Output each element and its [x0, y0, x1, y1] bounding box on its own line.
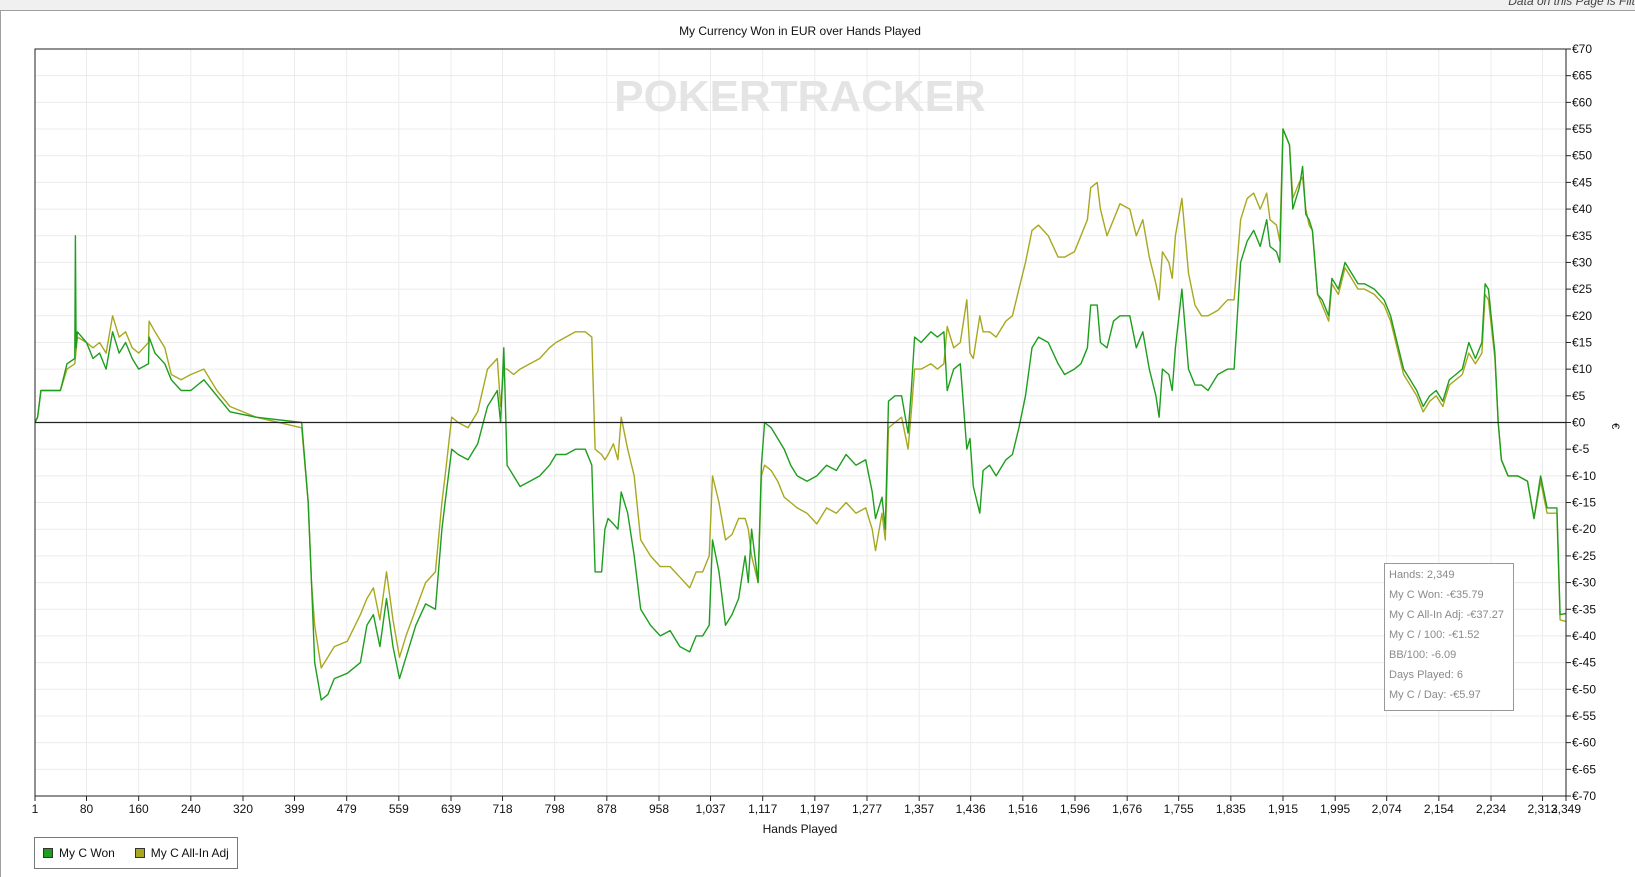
y-tick-label: €-45 [1572, 656, 1596, 670]
series-line-0 [34, 128, 1567, 701]
x-tick-label: 2,349 [1551, 802, 1581, 816]
x-tick-label: 878 [597, 802, 617, 816]
stat-bb-100: BB/100: -6.09 [1389, 649, 1457, 661]
x-tick-label: 240 [181, 802, 201, 816]
x-tick-label: 1 [32, 802, 39, 816]
y-tick-label: €-35 [1572, 602, 1596, 616]
y-tick-label: €-55 [1572, 709, 1596, 723]
y-tick-label: €-60 [1572, 736, 1596, 750]
x-tick-label: 1,755 [1164, 802, 1194, 816]
y-tick-label: €50 [1572, 149, 1592, 163]
chart-legend: My C Won My C All-In Adj [34, 837, 238, 869]
pokertracker-watermark: POKERTRACKER [614, 72, 986, 121]
x-axis-title: Hands Played [763, 822, 838, 836]
y-tick-label: €-65 [1572, 762, 1596, 776]
y-tick-label: €30 [1572, 255, 1592, 269]
y-tick-label: €-5 [1572, 442, 1590, 456]
chart-title: My Currency Won in EUR over Hands Played [679, 24, 921, 38]
stat-won: My C Won: -€35.79 [1389, 589, 1484, 601]
x-tick-label: 2,154 [1424, 802, 1454, 816]
x-tick-label: 958 [649, 802, 669, 816]
x-tick-label: 320 [233, 802, 253, 816]
x-tick-label: 2,313 [1528, 802, 1558, 816]
y-tick-label: €15 [1572, 335, 1592, 349]
x-tick-label: 1,436 [956, 802, 986, 816]
x-tick-label: 639 [441, 802, 461, 816]
series-lines [34, 128, 1567, 701]
legend-item-won[interactable]: My C Won [43, 846, 115, 860]
x-tick-label: 1,915 [1268, 802, 1298, 816]
y-tick-label: €35 [1572, 229, 1592, 243]
x-tick-label: 1,995 [1320, 802, 1350, 816]
x-tick-label: 80 [80, 802, 94, 816]
legend-label-allin: My C All-In Adj [150, 846, 229, 860]
x-tick-label: 1,117 [748, 802, 777, 816]
series-line-1 [34, 128, 1567, 669]
y-tick-label: €10 [1572, 362, 1592, 376]
x-tick-label: 1,835 [1216, 802, 1246, 816]
x-tick-label: 1,197 [800, 802, 830, 816]
x-tick-label: 798 [545, 802, 565, 816]
y-tick-label: €55 [1572, 122, 1592, 136]
x-tick-label: 718 [493, 802, 513, 816]
x-tick-label: 479 [337, 802, 357, 816]
x-tick-label: 1,676 [1112, 802, 1142, 816]
y-tick-label: €-10 [1572, 469, 1596, 483]
stats-tooltip: Hands: 2,349 My C Won: -€35.79 My C All-… [1384, 563, 1514, 711]
stat-days-played: Days Played: 6 [1389, 669, 1463, 681]
y-tick-label: €-70 [1572, 789, 1596, 803]
axes: 1 80 160 240 320 399 479 559 639 718 798 878 958 1,03… [32, 42, 1597, 816]
x-tick-label: 2,074 [1372, 802, 1402, 816]
y-tick-label: €-40 [1572, 629, 1596, 643]
x-tick-label: 160 [129, 802, 149, 816]
x-tick-label: 1,037 [696, 802, 726, 816]
legend-label-won: My C Won [59, 846, 115, 860]
y-tick-label: €65 [1572, 69, 1592, 83]
x-tick-label: 1,277 [852, 802, 882, 816]
filter-notice: Data on this Page is Filt [1508, 0, 1635, 8]
legend-swatch-allin [134, 848, 145, 858]
y-tick-label: €70 [1572, 42, 1592, 56]
x-tick-label: 2,234 [1476, 802, 1506, 816]
y-tick-label: €-20 [1572, 522, 1596, 536]
y-tick-label: €40 [1572, 202, 1592, 216]
stat-per-100: My C / 100: -€1.52 [1389, 629, 1480, 641]
x-tick-label: 399 [284, 802, 304, 816]
stat-allin-adj: My C All-In Adj: -€37.27 [1389, 609, 1504, 621]
y-tick-label: €25 [1572, 282, 1592, 296]
window-left-border [0, 10, 1, 877]
y-tick-label: €5 [1572, 389, 1586, 403]
stat-hands: Hands: 2,349 [1389, 569, 1455, 581]
y-tick-label: €0 [1572, 416, 1586, 430]
legend-swatch-won [43, 848, 53, 858]
y-tick-label: €20 [1572, 309, 1592, 323]
x-tick-label: 559 [389, 802, 409, 816]
x-tick-label: 1,516 [1008, 802, 1038, 816]
legend-item-allin[interactable]: My C All-In Adj [134, 846, 229, 860]
x-tick-label: 1,596 [1060, 802, 1090, 816]
y-tick-label: €-25 [1572, 549, 1596, 563]
y-axis-title: € [1609, 423, 1621, 429]
y-tick-label: €-30 [1572, 576, 1596, 590]
y-tick-label: €60 [1572, 95, 1592, 109]
y-tick-label: €45 [1572, 175, 1592, 189]
stat-per-day: My C / Day: -€5.97 [1389, 689, 1481, 701]
y-tick-label: €-15 [1572, 496, 1596, 510]
y-tick-label: €-50 [1572, 682, 1596, 696]
x-tick-label: 1,357 [904, 802, 934, 816]
top-status-bar: Data on this Page is Filt [0, 0, 1635, 11]
